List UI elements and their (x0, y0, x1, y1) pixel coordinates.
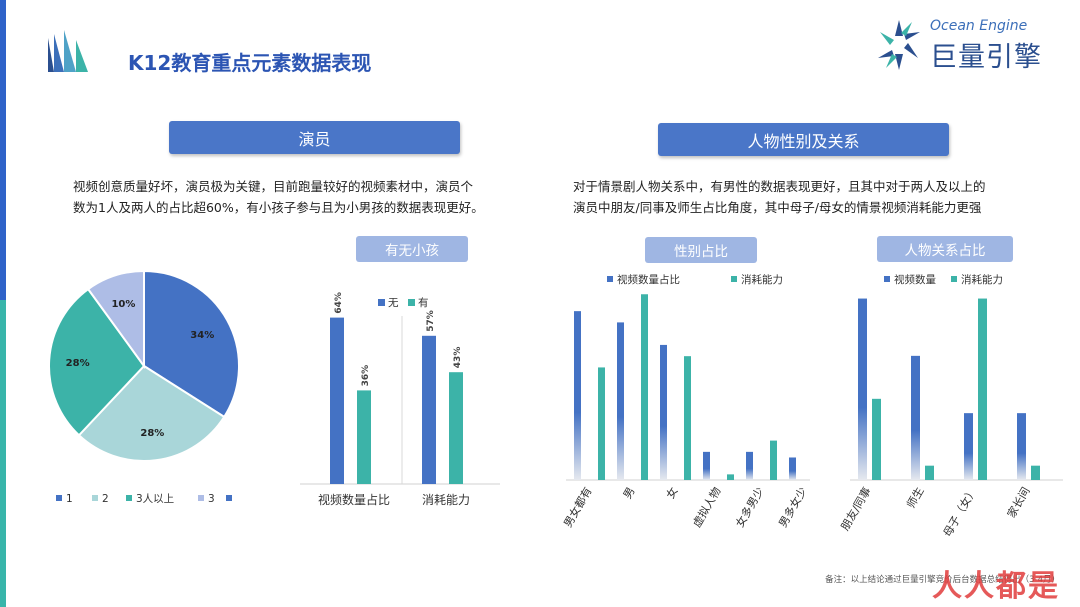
legend-swatch (198, 495, 204, 501)
bar-chart-gender: 视频数量占比 消耗能力男女都有 男 女虚拟人物 女多男少 男多女少 (560, 273, 810, 530)
footnote: 备注：以上结论通过巨量引擎竞价后台数据总结得出（3-4月） (825, 575, 1060, 585)
bar (911, 355, 920, 480)
ocean-engine-logo-icon (878, 20, 920, 70)
pie-data-label: 10% (111, 299, 135, 310)
actor-description-line-1: 视频创意质量好坏，演员极为关键，目前跑量较好的视频素材中，演员个 (73, 179, 474, 194)
x-tick-label: 男女都有 (560, 485, 594, 530)
pie-slice (86, 269, 145, 370)
legend-swatch (92, 495, 98, 501)
bar (449, 372, 463, 484)
gender-description-line-2: 演员中朋友/同事及师生占比角度，其中母子/母女的情景视频消耗能力更强 (573, 200, 982, 215)
bar (617, 322, 624, 480)
pie-slice (48, 287, 146, 437)
bar (357, 390, 371, 484)
x-tick-label: 母子（女） (940, 485, 980, 540)
bar (330, 317, 344, 484)
bar (925, 465, 934, 480)
legend-label: 3 (208, 493, 215, 505)
bar (641, 294, 648, 480)
left-accent-bar-teal (0, 300, 6, 607)
bar (746, 451, 753, 480)
bar (727, 474, 734, 480)
bar (1017, 413, 1026, 480)
legend-label: 3人以上 (136, 493, 174, 505)
legend-swatch (951, 276, 957, 282)
section-header-gender-relation: 人物性别及关系 (658, 123, 949, 156)
bar (703, 451, 710, 480)
x-tick-label: 朋友/同事 (838, 485, 874, 533)
legend-swatch (56, 495, 62, 501)
x-tick-label: 家长间 (1004, 485, 1033, 521)
legend-swatch (731, 276, 737, 282)
pie-data-label: 28% (66, 358, 90, 369)
legend-swatch (408, 299, 415, 306)
pie-data-label: 28% (140, 428, 164, 439)
bar-data-label: 36% (361, 365, 371, 387)
section-header-actor: 演员 (169, 121, 460, 154)
legend-label: 消耗能力 (961, 273, 1003, 286)
page-mark-icon (48, 30, 88, 72)
legend-label: 消耗能力 (741, 273, 783, 286)
chart-title-gender: 性别占比 (645, 237, 757, 263)
bar (872, 398, 881, 480)
bar (684, 356, 691, 480)
watermark: 人人都是 (932, 569, 1060, 604)
pie-chart-actor-count: 34% 28% 28% 10% 1 2 3人以上 3 (48, 269, 240, 505)
legend-label: 有 (418, 296, 429, 309)
bar (770, 440, 777, 480)
chart-title-relation: 人物关系占比 (877, 236, 1013, 262)
x-tick-label: 女 (663, 485, 681, 502)
x-tick-label: 男 (621, 485, 638, 501)
legend-label: 视频数量 (894, 273, 936, 286)
bar (978, 298, 987, 480)
actor-description-line-2: 数为1人及两人的占比超60%，有小孩子参与且为小男孩的数据表现更好。 (73, 200, 484, 215)
logo-chinese-text: 巨量引擎 (930, 42, 1042, 73)
x-tick-label: 消耗能力 (422, 493, 470, 507)
bar-data-label: 64% (334, 292, 344, 314)
bar (660, 344, 667, 480)
bar (964, 413, 973, 480)
legend-swatch (607, 276, 613, 282)
bar (789, 457, 796, 480)
x-tick-label: 虚拟人物 (689, 485, 723, 530)
bar (598, 367, 605, 480)
bar-chart-children: 无 有 64% 36% 视频数量占比 57% 43% 消耗能力 (300, 292, 500, 507)
brand-logo: Ocean Engine 巨量引擎 (876, 18, 1056, 73)
gender-description-line-1: 对于情景剧人物关系中，有男性的数据表现更好，且其中对于两人及以上的 (573, 179, 986, 194)
logo-english-text: Ocean Engine (930, 18, 1028, 34)
pie-slice (77, 364, 226, 462)
x-tick-label: 女多男少 (732, 485, 766, 530)
legend-label: 1 (66, 493, 73, 505)
chart-title-children: 有无小孩 (356, 236, 468, 262)
legend-swatch (884, 276, 890, 282)
pie-data-label: 34% (190, 330, 214, 341)
page-title: K12教育重点元素数据表现 (128, 51, 372, 75)
legend-label: 视频数量占比 (617, 273, 680, 286)
actor-description: 视频创意质量好坏，演员极为关键，目前跑量较好的视频素材中，演员个 数为1人及两人… (73, 176, 533, 218)
gender-description: 对于情景剧人物关系中，有男性的数据表现更好，且其中对于两人及以上的 演员中朋友/… (573, 176, 1053, 218)
x-tick-label: 视频数量占比 (318, 492, 390, 507)
bar (574, 311, 581, 480)
bar (858, 298, 867, 480)
bar-data-label: 57% (426, 310, 436, 332)
x-tick-label: 师生 (903, 485, 926, 511)
legend-swatch (226, 495, 232, 501)
legend-swatch (126, 495, 132, 501)
legend-label: 2 (102, 493, 109, 505)
legend-swatch (378, 299, 385, 306)
bar-data-label: 43% (453, 347, 463, 369)
bar (422, 335, 436, 484)
bar (1031, 465, 1040, 480)
x-tick-label: 男多女少 (775, 485, 809, 530)
legend-label: 无 (388, 297, 399, 309)
